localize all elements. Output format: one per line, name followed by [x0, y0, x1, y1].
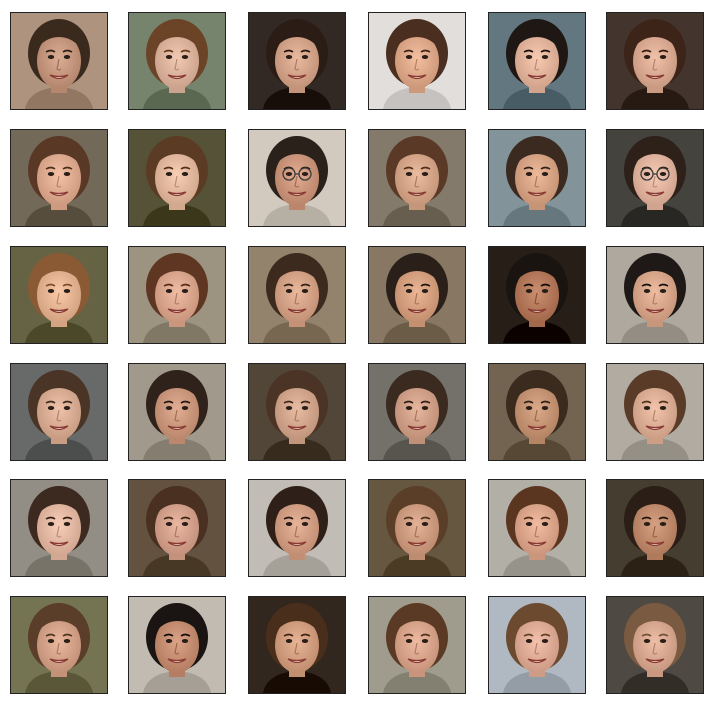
- face-thumbnail: [606, 12, 704, 110]
- face-thumbnail: [488, 363, 586, 461]
- face-thumbnail: [606, 246, 704, 344]
- face-thumbnail: [488, 12, 586, 110]
- face-thumbnail: [128, 363, 226, 461]
- face-thumbnail: [488, 129, 586, 227]
- face-thumbnail: [368, 129, 466, 227]
- face-thumbnail: [10, 129, 108, 227]
- face-thumbnail: [128, 12, 226, 110]
- face-thumbnail: [10, 479, 108, 577]
- face-thumbnail: [128, 596, 226, 694]
- face-thumbnail: [606, 479, 704, 577]
- face-thumbnail: [488, 479, 586, 577]
- face-thumbnail: [128, 129, 226, 227]
- face-thumbnail: [10, 596, 108, 694]
- face-thumbnail: [128, 479, 226, 577]
- face-thumbnail: [368, 363, 466, 461]
- face-thumbnail: [248, 363, 346, 461]
- face-thumbnail: [368, 246, 466, 344]
- face-thumbnail: [488, 246, 586, 344]
- face-thumbnail: [606, 129, 704, 227]
- face-thumbnail: [248, 12, 346, 110]
- face-thumbnail: [368, 12, 466, 110]
- face-thumbnail: [368, 596, 466, 694]
- face-thumbnail: [128, 246, 226, 344]
- face-thumbnail: [10, 363, 108, 461]
- face-thumbnail: [368, 479, 466, 577]
- face-thumbnail: [248, 479, 346, 577]
- face-thumbnail: [10, 12, 108, 110]
- face-thumbnail: [248, 246, 346, 344]
- face-thumbnail: [606, 363, 704, 461]
- face-thumbnail: [488, 596, 586, 694]
- face-thumbnail: [248, 129, 346, 227]
- face-thumbnail: [606, 596, 704, 694]
- face-thumbnail: [248, 596, 346, 694]
- face-thumbnail: [10, 246, 108, 344]
